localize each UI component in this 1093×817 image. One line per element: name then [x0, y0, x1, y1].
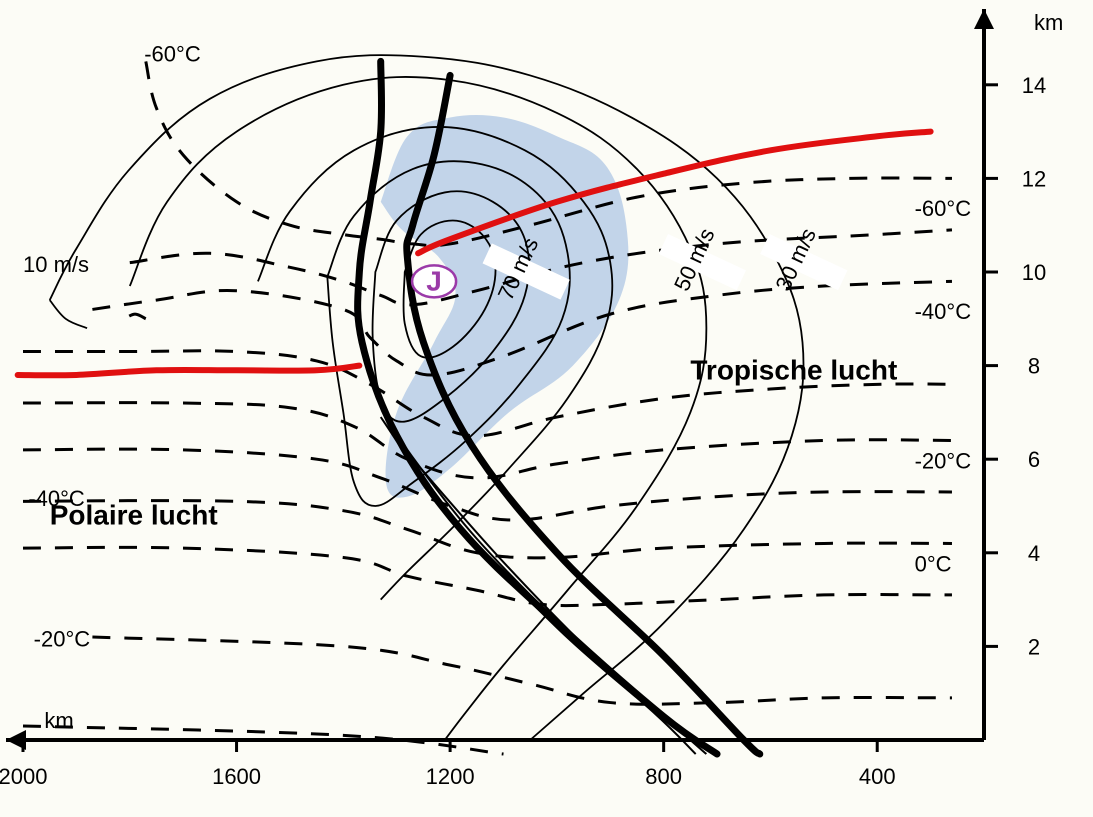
jet-core-label: J — [426, 265, 442, 296]
y-tick-label: 2 — [1028, 634, 1040, 659]
isotherm-label: -60°C — [144, 41, 201, 66]
jet-stream-cross-section: J200016001200800400km2468101214kmPolaire… — [0, 0, 1093, 817]
isotherm-label: -60°C — [915, 196, 972, 221]
x-axis-label: km — [44, 708, 73, 733]
y-tick-label: 8 — [1028, 354, 1040, 379]
isotherm-label: -40°C — [28, 486, 85, 511]
isotherm-label: -20°C — [34, 626, 91, 651]
y-tick-label: 12 — [1022, 166, 1046, 191]
x-tick-label: 1600 — [212, 764, 261, 789]
y-axis-label: km — [1034, 10, 1063, 35]
x-tick-label: 2000 — [0, 764, 47, 789]
y-tick-label: 6 — [1028, 447, 1040, 472]
x-tick-label: 400 — [859, 764, 896, 789]
diagram-svg: J200016001200800400km2468101214kmPolaire… — [0, 0, 1093, 817]
isotherm-label: -20°C — [915, 449, 972, 474]
x-tick-label: 1200 — [426, 764, 475, 789]
y-tick-label: 14 — [1022, 73, 1046, 98]
isotherm-label: -40°C — [915, 299, 972, 324]
isotherm-label: 0°C — [915, 552, 952, 577]
tropische-label: Tropische lucht — [690, 355, 897, 386]
y-tick-label: 4 — [1028, 541, 1040, 566]
y-tick-label: 10 — [1022, 260, 1046, 285]
x-tick-label: 800 — [645, 764, 682, 789]
isotach-label: 10 m/s — [23, 252, 89, 277]
